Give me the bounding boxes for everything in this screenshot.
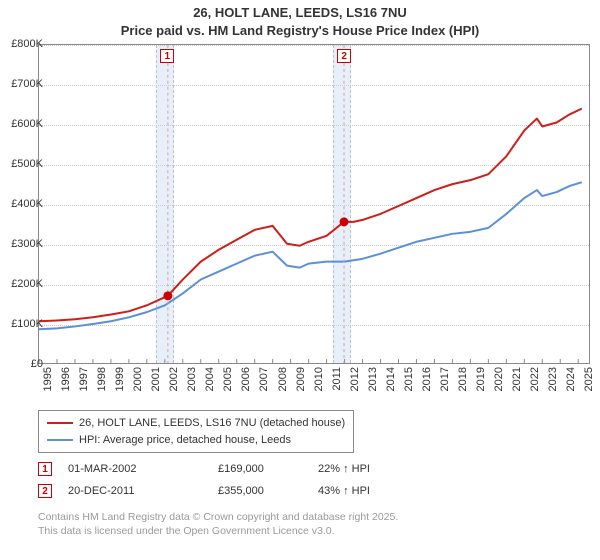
- x-axis-label: 2014: [385, 367, 397, 391]
- x-axis-label: 1999: [114, 367, 126, 391]
- x-axis-label: 2008: [277, 367, 289, 391]
- x-axis-label: 1995: [42, 367, 54, 391]
- sale-pct: 43% ↑ HPI: [318, 485, 438, 497]
- chart-container: 26, HOLT LANE, LEEDS, LS16 7NU Price pai…: [0, 0, 600, 560]
- sales-table: 1 01-MAR-2002 £169,000 22% ↑ HPI 2 20-DE…: [38, 458, 438, 502]
- x-axis-label: 2012: [349, 367, 361, 391]
- legend-label: 26, HOLT LANE, LEEDS, LS16 7NU (detached…: [79, 415, 345, 432]
- x-axis-label: 1998: [96, 367, 108, 391]
- x-axis-label: 2021: [511, 367, 523, 391]
- sale-price: £355,000: [218, 485, 318, 497]
- x-axis-label: 2015: [403, 367, 415, 391]
- y-axis-label: £100K: [11, 318, 43, 330]
- y-axis-label: £500K: [11, 158, 43, 170]
- y-axis-label: £200K: [11, 278, 43, 290]
- chart-svg: [39, 45, 589, 363]
- x-axis-label: 2003: [186, 367, 198, 391]
- sale-marker-box: 2: [337, 49, 351, 63]
- footer: Contains HM Land Registry data © Crown c…: [38, 510, 398, 538]
- sales-row: 1 01-MAR-2002 £169,000 22% ↑ HPI: [38, 458, 438, 480]
- x-axis-label: 2005: [222, 367, 234, 391]
- footer-line-2: This data is licensed under the Open Gov…: [38, 525, 335, 537]
- y-axis-label: £400K: [11, 198, 43, 210]
- x-axis-label: 2018: [457, 367, 469, 391]
- x-axis-label: 2006: [240, 367, 252, 391]
- x-axis-label: 2019: [475, 367, 487, 391]
- sale-date: 01-MAR-2002: [68, 463, 218, 475]
- sale-pct: 22% ↑ HPI: [318, 463, 438, 475]
- x-axis-label: 2009: [295, 367, 307, 391]
- plot-area: [38, 44, 590, 364]
- x-axis-label: 2004: [204, 367, 216, 391]
- sale-marker-icon: 1: [38, 462, 52, 476]
- sale-marker-icon: 2: [38, 484, 52, 498]
- legend-item: 26, HOLT LANE, LEEDS, LS16 7NU (detached…: [47, 415, 345, 432]
- x-axis-label: 2010: [313, 367, 325, 391]
- x-axis-label: 2011: [331, 367, 343, 391]
- y-axis-label: £800K: [11, 38, 43, 50]
- x-axis-label: 2001: [150, 367, 162, 391]
- sale-date: 20-DEC-2011: [68, 485, 218, 497]
- chart-title: 26, HOLT LANE, LEEDS, LS16 7NU Price pai…: [0, 0, 600, 39]
- legend-swatch: [47, 422, 73, 424]
- series-line: [39, 109, 582, 322]
- x-axis-label: 2024: [565, 367, 577, 391]
- x-axis-label: 2002: [168, 367, 180, 391]
- title-line-1: 26, HOLT LANE, LEEDS, LS16 7NU: [193, 5, 407, 20]
- x-axis-label: 1997: [78, 367, 90, 391]
- legend-label: HPI: Average price, detached house, Leed…: [79, 432, 291, 449]
- sale-dot: [163, 291, 172, 300]
- x-axis-label: 2025: [583, 367, 595, 391]
- x-axis-label: 1996: [60, 367, 72, 391]
- x-axis-label: 2016: [421, 367, 433, 391]
- sale-dot: [340, 217, 349, 226]
- x-axis-label: 2000: [132, 367, 144, 391]
- legend: 26, HOLT LANE, LEEDS, LS16 7NU (detached…: [38, 410, 354, 453]
- sale-marker-box: 1: [160, 49, 174, 63]
- x-axis-label: 2023: [547, 367, 559, 391]
- title-line-2: Price paid vs. HM Land Registry's House …: [121, 23, 480, 38]
- footer-line-1: Contains HM Land Registry data © Crown c…: [38, 511, 398, 523]
- legend-item: HPI: Average price, detached house, Leed…: [47, 432, 345, 449]
- sale-price: £169,000: [218, 463, 318, 475]
- y-axis-label: £300K: [11, 238, 43, 250]
- sales-row: 2 20-DEC-2011 £355,000 43% ↑ HPI: [38, 480, 438, 502]
- x-axis-label: 2022: [529, 367, 541, 391]
- x-axis-label: 2013: [367, 367, 379, 391]
- y-axis-label: £700K: [11, 78, 43, 90]
- legend-swatch: [47, 439, 73, 441]
- x-axis-label: 2017: [439, 367, 451, 391]
- series-line: [39, 182, 582, 329]
- x-axis-label: 2020: [493, 367, 505, 391]
- x-axis-label: 2007: [258, 367, 270, 391]
- y-axis-label: £600K: [11, 118, 43, 130]
